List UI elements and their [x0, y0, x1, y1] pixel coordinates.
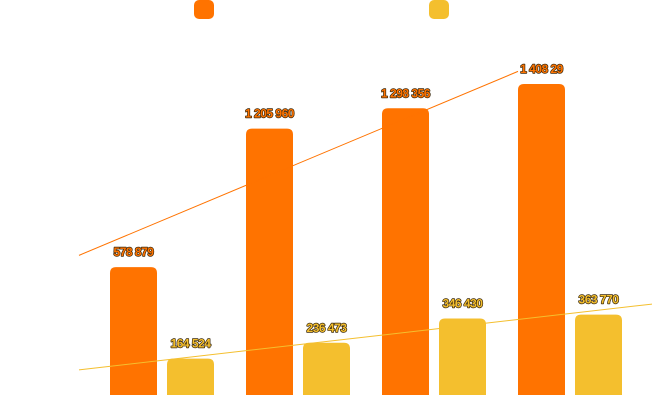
data-label-series-1-3: 1 298 356 — [381, 86, 431, 100]
data-label-series-2-2: 236 473 — [307, 321, 348, 335]
bar-series-1-4 — [518, 84, 565, 395]
bar-series-2-2 — [303, 342, 350, 395]
data-label-series-1-4: 1 408 29 — [520, 62, 564, 76]
bar-series-1-2 — [246, 128, 293, 395]
bar-series-2-3 — [439, 318, 486, 395]
trendline-series-2 — [78, 303, 652, 371]
legend-swatch-series-1 — [194, 0, 214, 19]
data-label-series-2-1: 164 524 — [171, 337, 212, 351]
bar-series-2-1 — [167, 358, 214, 395]
bar-series-1-1 — [110, 267, 157, 395]
bar-series-2-4 — [575, 314, 622, 395]
bar-series-1-3 — [382, 108, 429, 396]
legend-swatch-series-2 — [429, 0, 449, 19]
data-label-series-1-2: 1 205 960 — [245, 107, 295, 121]
data-label-series-2-3: 346 430 — [443, 296, 484, 310]
data-label-series-1-1: 578 879 — [114, 245, 155, 259]
data-label-series-2-4: 363 770 — [579, 293, 620, 307]
trendline-series-1 — [78, 70, 519, 256]
